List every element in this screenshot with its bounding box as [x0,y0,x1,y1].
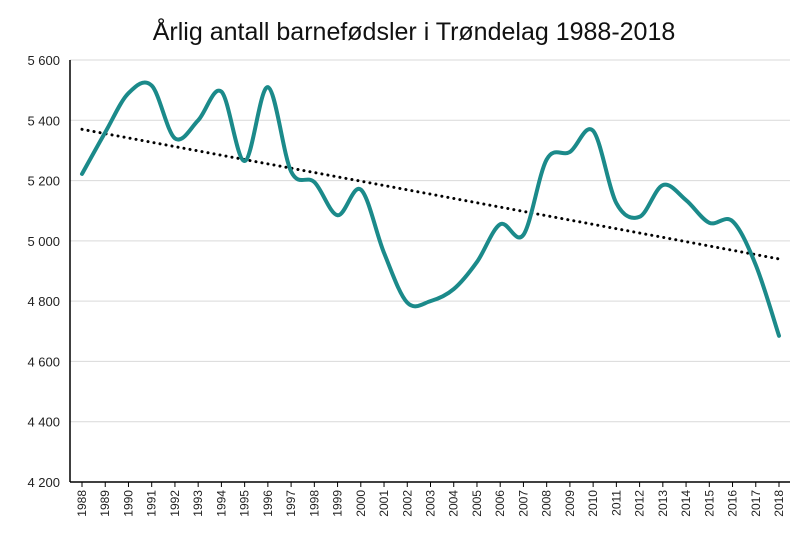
x-tick-label: 2004 [447,490,461,517]
y-tick-label: 5 400 [27,113,60,128]
axes [69,60,790,483]
x-tick-label: 2017 [749,490,763,517]
data-point-1988 [80,172,84,176]
x-tick-label: 2001 [377,490,391,517]
chart-title: Årlig antall barnefødsler i Trøndelag 19… [153,16,676,46]
y-tick-label: 4 400 [27,415,60,430]
x-tick-label: 2015 [702,490,716,517]
x-tick-label: 2008 [540,490,554,517]
data-point-1998 [312,180,316,184]
x-tick-label: 1998 [307,490,321,517]
x-tick-label: 2013 [656,490,670,517]
data-point-2018 [777,334,781,338]
data-point-2015 [707,221,711,225]
data-point-2001 [382,251,386,255]
x-tick-label: 2006 [493,490,507,517]
data-point-2003 [429,299,433,303]
trendline-group [80,127,781,261]
x-tick-label: 2003 [424,490,438,517]
y-tick-label: 4 800 [27,294,60,309]
y-tick-label: 4 200 [27,475,60,490]
x-tick-label: 2005 [470,490,484,517]
data-point-1989 [103,130,107,134]
series-line [80,80,781,338]
y-tick-label: 5 000 [27,234,60,249]
data-point-2005 [475,260,479,264]
data-point-2012 [638,215,642,219]
x-tick-label: 1988 [75,490,89,517]
x-tick-label: 1989 [98,490,112,517]
data-point-1996 [266,85,270,89]
data-point-1993 [196,118,200,122]
x-tick-label: 1995 [238,490,252,517]
data-point-2013 [661,183,665,187]
data-point-1994 [219,90,223,94]
x-tick-label: 2011 [609,490,623,516]
x-tick-label: 2007 [516,490,530,517]
data-point-1995 [243,159,247,163]
x-tick-label: 2018 [772,490,786,517]
y-tick-label: 5 600 [27,53,60,68]
y-tick-label: 5 200 [27,174,60,189]
y-axis-ticks: 4 200 4 400 4 600 4 800 5 000 5 200 5 400 5 600 [27,53,60,490]
x-tick-label: 1992 [168,490,182,517]
x-tick-label: 2000 [354,490,368,517]
x-tick-label: 1996 [261,490,275,517]
data-point-1990 [126,91,130,95]
x-tick-label: 2016 [726,490,740,517]
x-tick-label: 2012 [633,490,647,517]
data-point-1999 [336,213,340,217]
data-point-2016 [731,219,735,223]
x-tick-label: 2010 [586,490,600,517]
x-tick-label: 1999 [331,490,345,517]
data-point-2007 [521,233,525,237]
x-tick-label: 2014 [679,490,693,517]
x-tick-label: 1997 [284,490,298,517]
x-tick-label: 2002 [400,490,414,517]
series-group [80,80,781,338]
data-point-1991 [150,84,154,88]
x-tick-label: 1993 [191,490,205,517]
data-point-2011 [614,201,618,205]
x-tick-label: 2009 [563,490,577,517]
trendline [80,127,781,261]
x-tick-label: 1990 [121,490,135,517]
data-point-2008 [545,157,549,161]
data-point-2002 [405,301,409,305]
data-point-2014 [684,198,688,202]
y-tick-label: 4 600 [27,354,60,369]
data-point-2009 [568,150,572,154]
data-point-2000 [359,188,363,192]
x-tick-label: 1991 [145,490,159,517]
x-tick-label: 1994 [214,490,228,517]
data-point-2004 [452,287,456,291]
data-point-2006 [498,222,502,226]
data-point-2017 [754,263,758,267]
data-point-2010 [591,129,595,133]
data-point-1997 [289,170,293,174]
x-axis-ticks: 1988 1989 1990 1991 1992 1993 1994 1995 1996 1997… [75,482,786,517]
data-point-1992 [173,136,177,140]
